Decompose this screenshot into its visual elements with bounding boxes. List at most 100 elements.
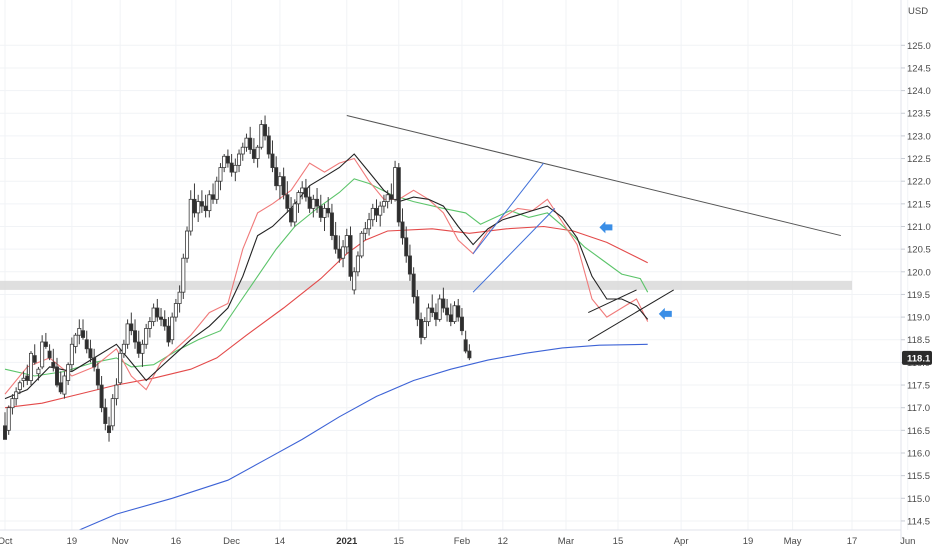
candle	[40, 335, 45, 370]
candle	[292, 199, 297, 227]
candle-body-down	[389, 194, 394, 200]
candle	[411, 267, 416, 304]
candle	[3, 412, 8, 440]
series-ma-5	[4, 157, 649, 395]
candle	[58, 371, 63, 395]
candle-body-down	[274, 167, 279, 187]
candle	[207, 190, 212, 218]
x-tick-label: 19	[743, 536, 754, 547]
candle-body-down	[318, 205, 323, 218]
candle	[21, 371, 26, 388]
candle	[381, 194, 386, 213]
support-zone[interactable]	[0, 280, 853, 290]
candle	[125, 319, 130, 349]
candle-body-down	[43, 341, 48, 347]
candle-body-down	[248, 137, 253, 150]
candle	[29, 351, 34, 386]
candle	[81, 319, 86, 340]
candle	[166, 317, 171, 347]
time-axis[interactable]: Oct 19 Nov 16 Dec 14 2021 15 Feb 12 Mar 15 Apr 19 May 1…	[0, 536, 932, 547]
candle-body-up	[207, 194, 212, 212]
candle-body-up	[196, 201, 201, 214]
candle	[456, 298, 461, 322]
trendline-wedge-lower[interactable]	[587, 289, 674, 342]
y-tick-label: 125.0	[907, 41, 931, 52]
candle-body-down	[136, 341, 141, 354]
y-tick-label: 117.5	[907, 381, 930, 392]
candle	[151, 303, 156, 327]
candle	[415, 289, 420, 327]
candle	[348, 226, 353, 281]
candle-body-up	[300, 187, 305, 193]
candle	[10, 394, 15, 415]
arrow-lower-icon	[658, 307, 672, 320]
candle	[162, 310, 167, 331]
candle-body-up	[222, 155, 227, 169]
x-tick-label: Mar	[558, 536, 574, 547]
candle	[240, 142, 245, 161]
price-axis[interactable]: 114.5115.0115.5116.0116.5117.0117.5118.0…	[901, 41, 931, 528]
candle	[274, 156, 279, 191]
candle-body-up	[77, 328, 82, 336]
currency-label: USD	[908, 6, 928, 17]
candle-body-up	[173, 303, 178, 318]
candle-body-down	[192, 198, 197, 214]
candle-body-up	[214, 180, 219, 200]
candle-body-down	[445, 307, 450, 316]
candle-body-down	[3, 425, 8, 440]
candle	[367, 212, 372, 236]
y-tick-label: 120.0	[907, 267, 931, 278]
candle	[55, 357, 60, 388]
last-price-tag: 118.1	[902, 350, 932, 365]
candle	[251, 138, 256, 164]
candle	[322, 203, 327, 232]
candle-body-down	[251, 149, 256, 159]
trendline-rising-channel-upper[interactable]	[472, 162, 545, 254]
candle-body-up	[140, 343, 145, 354]
candle	[110, 394, 115, 431]
candle-body-up	[437, 298, 442, 320]
last-price-tag-background	[902, 350, 932, 365]
candle-body-up	[181, 257, 186, 293]
candle	[263, 115, 268, 141]
y-tick-label: 124.0	[907, 86, 931, 97]
candle	[404, 226, 409, 263]
candle-body-down	[326, 207, 331, 214]
candle-body-down	[99, 384, 104, 409]
candle	[118, 348, 123, 386]
x-tick-label: Oct	[0, 536, 13, 547]
trendline-wedge-upper[interactable]	[588, 289, 637, 314]
y-tick-label: 124.5	[907, 63, 931, 74]
candle-body-down	[303, 187, 308, 198]
candle-body-down	[103, 407, 108, 424]
candle	[359, 231, 364, 259]
trendline-long-term-resistance[interactable]	[346, 115, 841, 237]
candle	[203, 194, 208, 218]
y-tick-label: 119.0	[907, 313, 930, 324]
x-tick-label: 2021	[336, 536, 358, 547]
candle-body-up	[125, 323, 130, 345]
candle	[36, 366, 41, 381]
candle-body-down	[229, 162, 234, 173]
candle-body-up	[21, 377, 26, 381]
candle-body-up	[393, 167, 398, 200]
last-price-label: 118.1	[907, 353, 931, 364]
candle-body-up	[426, 307, 431, 323]
candle-body-up	[188, 198, 193, 232]
candle	[32, 344, 37, 365]
candle	[248, 126, 253, 155]
candle	[77, 319, 82, 345]
candle	[315, 187, 320, 213]
candle-body-down	[448, 314, 453, 323]
candle	[396, 163, 401, 227]
candle	[296, 190, 301, 213]
candle	[433, 303, 438, 327]
candle	[419, 312, 424, 345]
candle-body-up	[255, 146, 260, 159]
x-tick-label: 16	[171, 536, 182, 547]
trendline-rising-channel-lower[interactable]	[472, 208, 556, 293]
candle	[47, 344, 52, 361]
candle	[92, 348, 97, 372]
x-tick-label: 12	[498, 536, 509, 547]
